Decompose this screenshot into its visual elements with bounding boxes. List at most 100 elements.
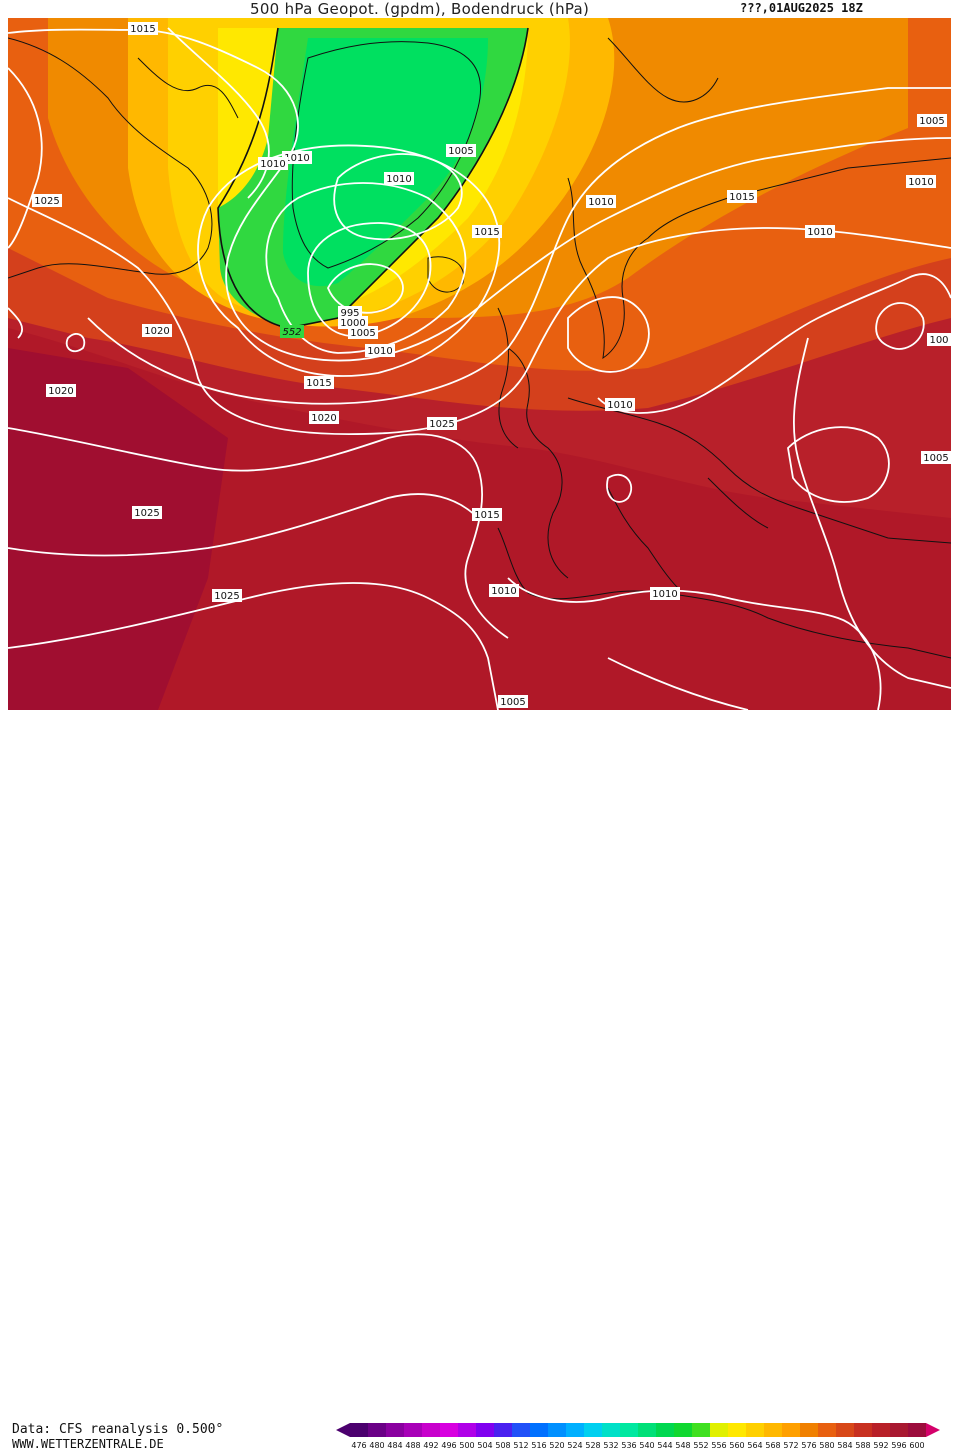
isobar-label: 1015 [128,22,158,35]
svg-text:552: 552 [282,327,301,338]
scale-tick-label: 512 [513,1441,528,1450]
svg-text:1025: 1025 [34,196,59,207]
scale-swatch [854,1423,872,1437]
coastlines [8,37,951,659]
isobar-label: 1015 [727,190,757,203]
scale-swatch [872,1423,890,1437]
color-scale-legend: 476 480 484 488 492 496 500 504 508 512 516 520 524 5… [336,1423,940,1450]
header-bar: 500 hPa Geopot. (gpdm), Bodendruck (hPa)… [0,0,959,18]
svg-text:1025: 1025 [429,419,454,430]
scale-tick-label: 504 [477,1441,492,1450]
scale-swatch [710,1423,728,1437]
scale-swatch [818,1423,836,1437]
isobar-label: 1025 [132,506,162,519]
svg-text:1010: 1010 [491,586,516,597]
scale-swatch [836,1423,854,1437]
isobar-label: 1010 [365,344,395,357]
isobar-label: 1005 [498,695,528,708]
geopotential-552-line [217,27,529,329]
scale-swatch [512,1423,530,1437]
scale-tick-label: 544 [657,1441,672,1450]
scale-tick-label: 520 [549,1441,564,1450]
scale-tick-label: 476 [351,1441,366,1450]
svg-text:1015: 1015 [474,227,499,238]
svg-text:1015: 1015 [130,24,155,35]
isobar-label: 1010 [805,225,835,238]
scale-tick-label: 568 [765,1441,780,1450]
svg-text:1005: 1005 [448,146,473,157]
svg-text:1020: 1020 [144,326,169,337]
scale-swatch [908,1423,926,1437]
scale-tick-label: 576 [801,1441,816,1450]
scale-arrow-right [926,1423,940,1437]
scale-swatch [800,1423,818,1437]
scale-swatch [350,1423,368,1437]
scale-tick-label: 548 [675,1441,690,1450]
isobar-label: 1015 [304,376,334,389]
scale-swatch [692,1423,710,1437]
data-source: Data: CFS reanalysis 0.500° [12,1422,224,1437]
scale-swatch [476,1423,494,1437]
scale-tick-label: 540 [639,1441,654,1450]
svg-text:100: 100 [929,335,948,346]
scale-swatch [584,1423,602,1437]
scale-swatch [386,1423,404,1437]
isobar-label: 1010 [258,157,288,170]
scale-tick-label: 516 [531,1441,546,1450]
scale-tick-label: 496 [441,1441,456,1450]
svg-text:1010: 1010 [607,400,632,411]
svg-text:995: 995 [340,308,359,319]
weather-map[interactable]: 1015 1005 1010 1010 1025 1010 1005 1010 … [8,18,951,710]
scale-swatch [890,1423,908,1437]
scale-tick-label: 536 [621,1441,636,1450]
svg-text:1010: 1010 [807,227,832,238]
svg-text:1005: 1005 [923,453,948,464]
scale-swatch [368,1423,386,1437]
scale-tick-label: 588 [855,1441,870,1450]
scale-tick-label: 580 [819,1441,834,1450]
isobar-label: 1010 [282,151,312,164]
isobar-label: 1005 [446,144,476,157]
isobar-label: 1005 [917,114,947,127]
isobar-label: 1010 [586,195,616,208]
scale-tick-label: 572 [783,1441,798,1450]
scale-tick-label: 592 [873,1441,888,1450]
isobar-label: 1010 [489,584,519,597]
svg-text:1020: 1020 [48,386,73,397]
isobar-label: 1015 [472,508,502,521]
scale-swatch [440,1423,458,1437]
scale-tick-label: 552 [693,1441,708,1450]
isobar-label: 995 [338,306,362,319]
isobar-label: 1005 [921,451,951,464]
scale-swatch [620,1423,638,1437]
isobar-labels: 1015 1005 1010 1010 1025 1010 1005 1010 … [32,22,951,708]
isobar-label: 100 [927,333,951,346]
isobar-label: 1020 [142,324,172,337]
svg-text:1000: 1000 [340,318,365,329]
scale-tick-label: 508 [495,1441,510,1450]
map-title: 500 hPa Geopot. (gpdm), Bodendruck (hPa) [250,0,590,18]
scale-swatch [494,1423,512,1437]
website-link[interactable]: WWW.WETTERZENTRALE.DE [12,1437,164,1451]
scale-tick-label: 600 [909,1441,924,1450]
scale-tick-label: 480 [369,1441,384,1450]
svg-text:1010: 1010 [588,197,613,208]
scale-swatch [638,1423,656,1437]
svg-text:1010: 1010 [386,174,411,185]
scale-tick-label: 564 [747,1441,762,1450]
scale-tick-label: 488 [405,1441,420,1450]
scale-swatch [404,1423,422,1437]
scale-tick-label: 492 [423,1441,438,1450]
scale-swatch [728,1423,746,1437]
svg-text:1025: 1025 [134,508,159,519]
svg-text:1005: 1005 [919,116,944,127]
field-green-inner [283,38,488,287]
scale-swatch [764,1423,782,1437]
isobar-label: 1015 [472,225,502,238]
isobar-label: 1010 [650,587,680,600]
isobar-label: 1010 [906,175,936,188]
svg-text:1005: 1005 [500,697,525,708]
svg-text:1010: 1010 [908,177,933,188]
scale-swatch [548,1423,566,1437]
scale-tick-label: 556 [711,1441,726,1450]
